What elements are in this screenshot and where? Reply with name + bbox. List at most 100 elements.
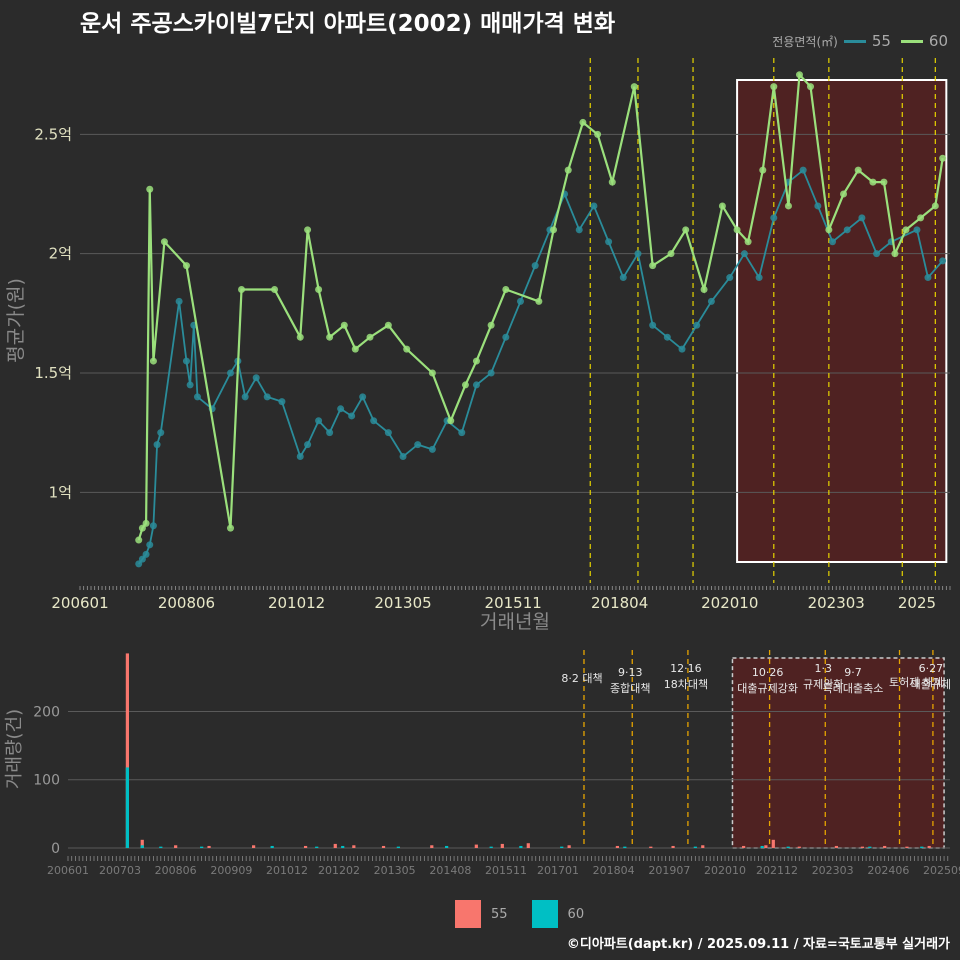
- data-point-60: [326, 333, 334, 341]
- data-point-55: [634, 250, 642, 258]
- x-tick-label-bottom: 201511: [485, 864, 527, 877]
- data-point-55: [370, 417, 378, 425]
- data-point-55: [829, 238, 837, 246]
- data-point-60: [917, 214, 925, 222]
- highlight-box: [736, 79, 948, 563]
- data-point-55: [678, 345, 686, 353]
- legend-swatch-60: [531, 900, 558, 928]
- policy-label: 6·27: [919, 662, 944, 675]
- legend-top: 전용면적(㎡) 55 60: [772, 32, 952, 50]
- data-point-55: [326, 429, 334, 437]
- data-point-60: [718, 202, 726, 210]
- volume-bar-55: [474, 844, 478, 848]
- volume-bar-55: [352, 845, 356, 848]
- volume-bar-60: [560, 846, 564, 848]
- data-point-60: [759, 166, 767, 174]
- data-point-55: [304, 441, 312, 449]
- volume-bar-55: [905, 846, 909, 848]
- data-point-60: [142, 519, 150, 527]
- data-point-55: [399, 453, 407, 461]
- policy-label: 10·26: [752, 666, 784, 679]
- volume-bar-55: [834, 845, 839, 848]
- y-tick-label: 2억: [49, 245, 72, 263]
- data-point-55: [843, 226, 851, 234]
- volume-bar-60: [445, 845, 449, 848]
- y-tick-label-bottom: 0: [51, 841, 60, 857]
- y-tick-label: 1.5억: [34, 364, 72, 382]
- data-point-60: [160, 238, 168, 246]
- y-tick-label: 1억: [49, 483, 72, 501]
- x-tick-label: 200806: [158, 594, 215, 612]
- data-point-55: [531, 262, 539, 270]
- policy-label: 대출규제강화: [737, 682, 798, 695]
- policy-label: 1·3: [815, 662, 833, 675]
- data-point-55: [186, 381, 194, 389]
- data-point-60: [296, 333, 304, 341]
- data-point-55: [149, 522, 157, 530]
- data-point-60: [939, 154, 947, 162]
- data-point-55: [252, 374, 260, 382]
- data-point-55: [175, 297, 183, 305]
- data-point-60: [461, 381, 469, 389]
- data-point-60: [149, 357, 157, 365]
- volume-bar-55: [381, 845, 386, 848]
- x-tick-label-bottom: 202303: [812, 864, 854, 877]
- y-tick-label-bottom: 200: [33, 704, 60, 720]
- volume-bar-60: [396, 846, 400, 848]
- data-point-60: [271, 285, 279, 293]
- data-point-55: [814, 202, 822, 210]
- data-point-60: [351, 345, 359, 353]
- policy-label: 토허제 해제: [889, 675, 943, 689]
- volume-bar-55: [252, 845, 256, 848]
- volume-bar-55: [303, 845, 308, 848]
- data-point-55: [359, 393, 367, 401]
- data-point-60: [744, 238, 752, 246]
- data-point-55: [740, 250, 748, 258]
- data-point-60: [931, 202, 939, 210]
- policy-label: 대출규제: [911, 678, 951, 691]
- data-point-55: [924, 274, 932, 282]
- volume-bar-55: [140, 839, 144, 848]
- data-point-55: [428, 445, 436, 453]
- data-point-55: [315, 417, 323, 425]
- volume-bar-55: [764, 845, 768, 848]
- data-point-55: [913, 226, 921, 234]
- policy-label: 규제완화: [803, 678, 843, 691]
- data-point-60: [472, 357, 480, 365]
- volume-bar-55: [927, 845, 931, 848]
- legend-key-60: [900, 39, 923, 43]
- volume-bar-60: [693, 846, 697, 848]
- data-point-55: [414, 441, 422, 449]
- data-point-55: [517, 297, 525, 305]
- data-point-60: [487, 321, 495, 329]
- data-point-55: [348, 412, 356, 420]
- data-point-55: [873, 250, 881, 258]
- volume-bar-55: [649, 846, 653, 848]
- legend-label-55: 55: [871, 32, 891, 50]
- volume-bar-60: [140, 845, 144, 848]
- x-tick-label-bottom: 200703: [99, 864, 141, 877]
- x-tick-label: 2025: [898, 594, 936, 612]
- data-point-60: [304, 226, 312, 234]
- data-point-60: [550, 226, 558, 234]
- volume-bar-60: [159, 846, 163, 848]
- legend-title: 전용면적(㎡): [772, 34, 838, 49]
- data-point-55: [135, 560, 143, 568]
- volume-bar-55: [207, 845, 211, 848]
- x-tick-label-bottom: 202406: [867, 864, 909, 877]
- data-point-60: [700, 285, 708, 293]
- data-point-55: [502, 333, 510, 341]
- x-tick-label: 201804: [591, 594, 648, 612]
- policy-label: 12·16: [670, 662, 702, 675]
- x-tick-label-bottom: 200909: [210, 864, 252, 877]
- data-point-60: [428, 369, 436, 377]
- footer-credit: ©디아파트(dapt.kr) / 2025.09.11 / 자료=국토교통부 실…: [566, 937, 950, 952]
- legend-bottom-label-60: 60: [567, 906, 585, 922]
- x-tick-label-bottom: 202010: [704, 864, 746, 877]
- volume-bar-60: [489, 846, 493, 848]
- volume-bar-55: [526, 843, 530, 848]
- series-line-60: [137, 72, 944, 541]
- data-point-60: [869, 178, 877, 186]
- data-point-55: [605, 238, 613, 246]
- data-point-60: [608, 178, 616, 186]
